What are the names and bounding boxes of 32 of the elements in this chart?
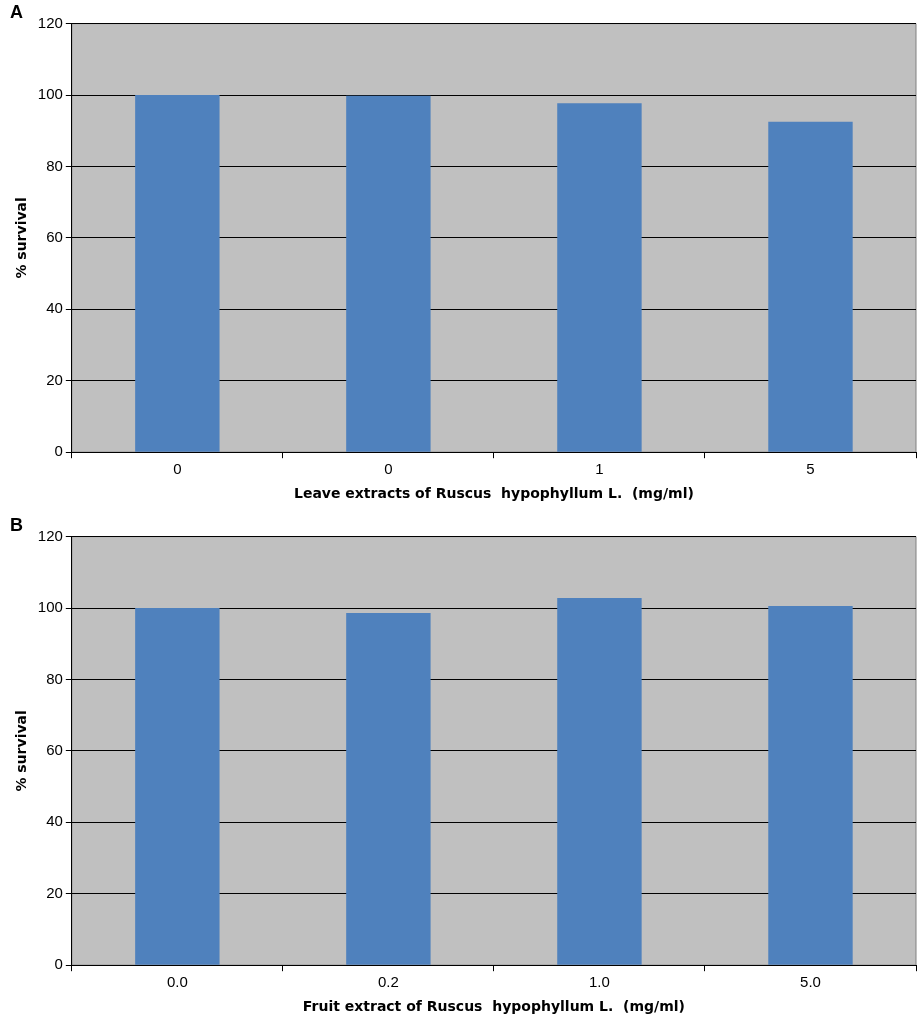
- y-tick-label: 40: [46, 812, 63, 830]
- chart-title: A: [10, 1, 23, 22]
- bar: [346, 613, 431, 965]
- y-tick-label: 100: [37, 85, 63, 103]
- y-tick-label: 120: [37, 13, 63, 31]
- y-tick-label: 60: [46, 741, 63, 759]
- y-tick-label: 80: [46, 156, 63, 174]
- y-axis-title: % survival: [13, 710, 30, 792]
- chart-title: B: [10, 514, 23, 535]
- x-tick-label: 0.0: [166, 973, 188, 991]
- x-tick-label: 0.2: [377, 973, 399, 991]
- bar: [557, 598, 642, 965]
- y-tick-label: 20: [46, 883, 63, 901]
- y-tick-label: 0: [54, 442, 63, 460]
- x-tick-label: 5: [806, 460, 815, 478]
- x-tick-label: 1: [595, 460, 604, 478]
- y-tick-label: 20: [46, 370, 63, 388]
- y-axis-title: % survival: [13, 197, 30, 279]
- y-tick-label: 60: [46, 228, 63, 246]
- x-tick-label: 5.0: [800, 973, 821, 991]
- y-tick-label: 120: [37, 526, 63, 544]
- y-tick-label: 80: [46, 669, 63, 687]
- y-tick-label: 100: [37, 598, 63, 616]
- x-tick-label: 1.0: [589, 973, 610, 991]
- y-tick-label: 0: [54, 955, 63, 973]
- x-tick-label: 0: [173, 460, 182, 478]
- x-axis-title: Fruit extract of Ruscus hypophyllum L. (mg/ml): [302, 998, 685, 1015]
- x-axis-title: Leave extracts of Ruscus hypophyllum L. (mg/ml): [293, 485, 694, 502]
- bar: [135, 608, 220, 965]
- x-tick-label: 0: [384, 460, 393, 478]
- bar: [768, 605, 853, 965]
- y-tick-label: 40: [46, 299, 63, 317]
